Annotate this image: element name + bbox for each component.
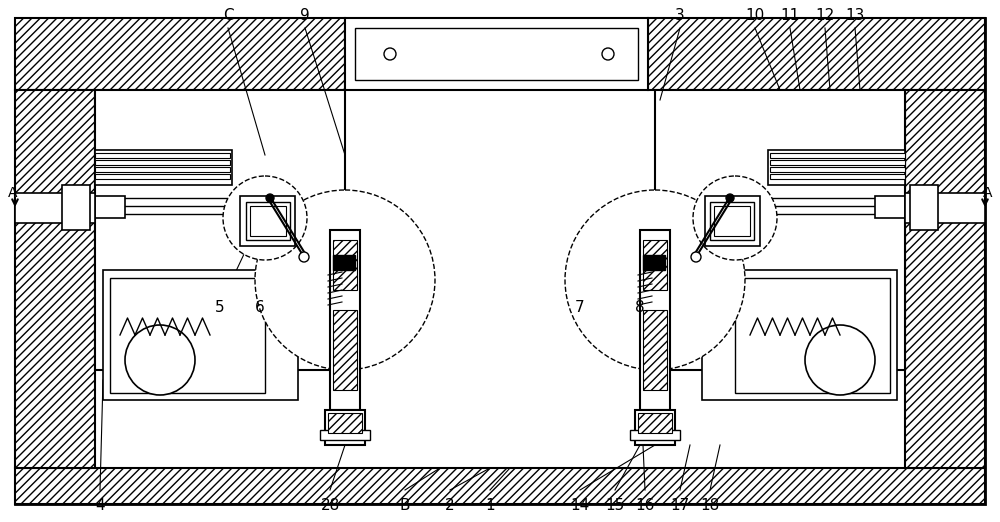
Bar (62, 185, 90, 230)
Circle shape (266, 194, 274, 202)
Bar (95, 160, 230, 165)
Circle shape (384, 48, 396, 60)
Text: 28: 28 (320, 497, 340, 513)
Bar (875, 196, 905, 218)
Bar (333, 240, 357, 290)
Bar (95, 174, 230, 179)
Bar (95, 153, 230, 158)
Bar (638, 413, 672, 433)
Text: A: A (982, 186, 992, 200)
Text: 17: 17 (670, 497, 690, 513)
Circle shape (602, 48, 614, 60)
Bar (95, 150, 232, 185)
Text: 7: 7 (575, 301, 585, 315)
Text: 6: 6 (255, 301, 265, 315)
Bar (345, 18, 648, 90)
Bar (95, 196, 125, 218)
Bar (630, 430, 680, 440)
Circle shape (565, 190, 745, 370)
Text: 12: 12 (815, 7, 835, 22)
Text: 14: 14 (570, 497, 590, 513)
Bar (95, 90, 345, 370)
Circle shape (125, 325, 195, 395)
Bar (240, 196, 295, 246)
Bar (702, 270, 897, 400)
Bar (15, 90, 95, 468)
Circle shape (805, 325, 875, 395)
Bar (246, 202, 290, 240)
Text: 13: 13 (845, 7, 865, 22)
Bar (910, 185, 938, 230)
Circle shape (726, 194, 734, 202)
Bar (250, 206, 286, 236)
Bar (15, 18, 345, 90)
Text: C: C (223, 7, 233, 22)
Bar (648, 18, 985, 90)
Circle shape (299, 252, 309, 262)
Bar (103, 270, 298, 400)
Text: 15: 15 (605, 497, 625, 513)
Bar (635, 410, 675, 445)
Bar (735, 278, 890, 393)
Bar (770, 167, 905, 172)
Bar (333, 310, 357, 390)
Text: B: B (400, 497, 410, 513)
Bar (110, 278, 265, 393)
Text: 9: 9 (300, 7, 310, 22)
Bar (325, 410, 365, 445)
Text: 8: 8 (635, 301, 645, 315)
Text: 1: 1 (485, 497, 495, 513)
Bar (710, 202, 754, 240)
Bar (643, 310, 667, 390)
Bar (15, 193, 95, 223)
Text: 2: 2 (445, 497, 455, 513)
Text: 10: 10 (745, 7, 765, 22)
Circle shape (693, 176, 777, 260)
Bar (328, 413, 362, 433)
Bar (15, 468, 985, 504)
Bar (640, 230, 670, 410)
Text: 3: 3 (675, 7, 685, 22)
Bar (905, 193, 985, 223)
Bar (320, 430, 370, 440)
Bar (770, 153, 905, 158)
Bar (355, 28, 638, 80)
Text: 4: 4 (95, 497, 105, 513)
Text: 18: 18 (700, 497, 720, 513)
Text: 11: 11 (780, 7, 800, 22)
Bar (95, 167, 230, 172)
Bar (768, 150, 905, 185)
Bar (714, 206, 750, 236)
Bar (655, 90, 905, 370)
Text: A: A (8, 186, 18, 200)
Circle shape (255, 190, 435, 370)
Bar (770, 160, 905, 165)
Bar (770, 174, 905, 179)
Bar (705, 196, 760, 246)
Bar (643, 255, 665, 270)
Bar (330, 230, 360, 410)
Circle shape (223, 176, 307, 260)
Circle shape (691, 252, 701, 262)
Bar (905, 90, 985, 468)
Bar (643, 240, 667, 290)
Bar (333, 255, 355, 270)
Text: 5: 5 (215, 301, 225, 315)
Text: 16: 16 (635, 497, 655, 513)
